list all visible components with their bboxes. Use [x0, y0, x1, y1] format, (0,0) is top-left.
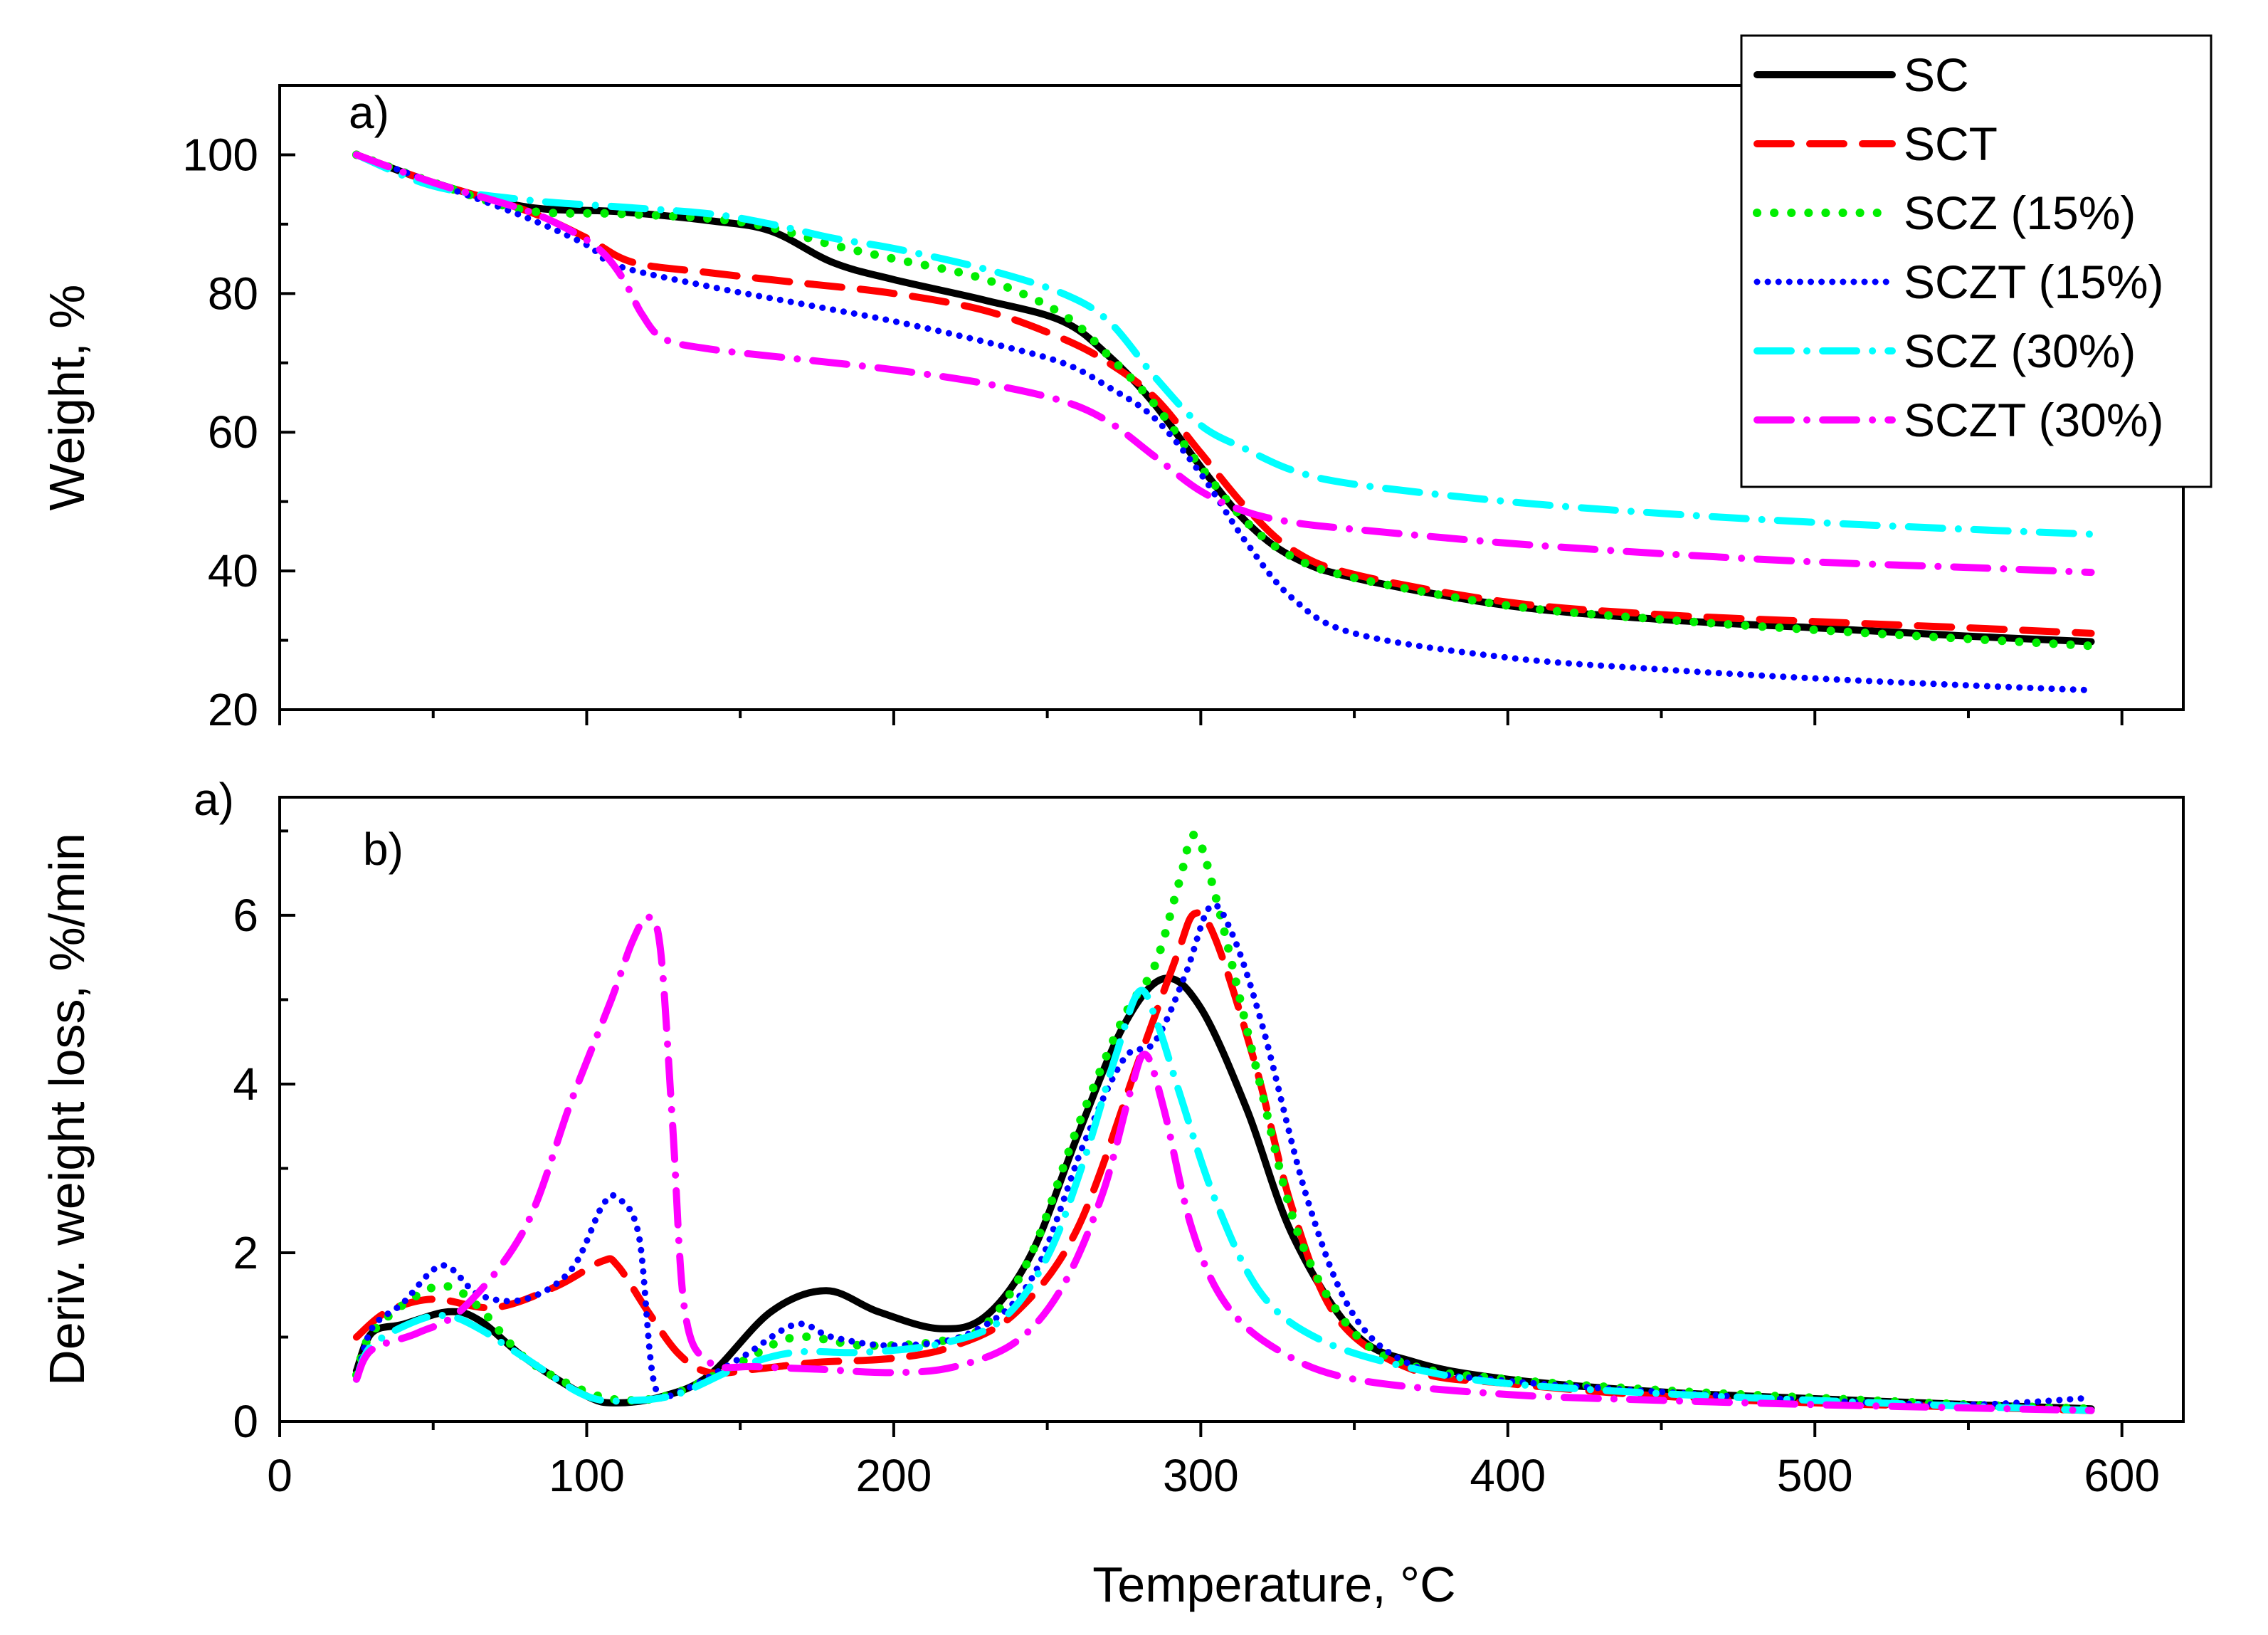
- weight-series-scz-30: [352, 151, 2095, 538]
- weight-y-tick-label: 40: [208, 545, 258, 596]
- deriv-y-tick-label: 2: [233, 1227, 258, 1278]
- legend-label: SCZ (15%): [1904, 186, 2136, 239]
- panel-weight: 20 40 60 80 100 Weight, % a): [39, 84, 2185, 735]
- deriv-series-sc: [352, 974, 2095, 1413]
- weight-panel-label: a): [349, 87, 389, 138]
- weight-y-axis-title: Weight, %: [39, 285, 95, 511]
- x-tick-label: 600: [2084, 1450, 2160, 1501]
- deriv-panel-label: b): [363, 824, 404, 875]
- weight-y-tick-label: 60: [208, 406, 258, 458]
- weight-series-group: [352, 150, 2096, 694]
- legend-label: SC: [1904, 48, 1969, 101]
- panel-deriv: 0 2 4 6 Deriv. weight loss, %/min b) a): [39, 774, 2185, 1447]
- legend-label: SCZ (30%): [1904, 325, 2136, 377]
- weight-series-sczt-15: [353, 151, 2095, 694]
- deriv-series-scz-30: [352, 987, 2095, 1414]
- legend-label: SCZT (30%): [1904, 394, 2164, 446]
- legend: SC SCT SCZ (15%) SCZT (15%) SCZ (30%) SCZT (3…: [1740, 34, 2212, 488]
- deriv-series-scz-15: [352, 831, 2096, 1414]
- weight-series-scz-15: [352, 150, 2096, 651]
- x-tick-label: 500: [1777, 1450, 1853, 1501]
- deriv-y-axis-title: Deriv. weight loss, %/min: [39, 833, 95, 1386]
- weight-series-sct: [352, 151, 2095, 637]
- deriv-extra-label: a): [194, 774, 234, 825]
- x-tick-label: 0: [267, 1450, 292, 1501]
- x-tick-label: 300: [1163, 1450, 1239, 1501]
- legend-label: SCZT (15%): [1904, 256, 2164, 308]
- deriv-series-sczt-15: [353, 901, 2095, 1408]
- weight-y-tick-label: 20: [208, 684, 258, 735]
- x-axis: 0 100 200 300 400 500 600 Temperature, °C: [267, 1450, 2160, 1612]
- x-tick-label: 100: [549, 1450, 625, 1501]
- weight-y-tick-label: 80: [208, 268, 258, 319]
- weight-y-tick-label: 100: [182, 129, 258, 180]
- deriv-series-sczt-30: [352, 913, 2095, 1414]
- weight-series-sczt-30: [352, 151, 2095, 577]
- legend-label: SCT: [1904, 117, 1998, 170]
- legend-box: [1740, 34, 2212, 488]
- x-tick-label: 400: [1470, 1450, 1546, 1501]
- deriv-series-group: [352, 831, 2096, 1414]
- x-axis-title: Temperature, °C: [1092, 1557, 1455, 1612]
- x-tick-label: 200: [856, 1450, 932, 1501]
- deriv-plot-frame: [278, 796, 2185, 1423]
- deriv-y-tick-label: 6: [233, 890, 258, 941]
- deriv-y-tick-label: 4: [233, 1058, 258, 1110]
- deriv-y-tick-label: 0: [233, 1396, 258, 1447]
